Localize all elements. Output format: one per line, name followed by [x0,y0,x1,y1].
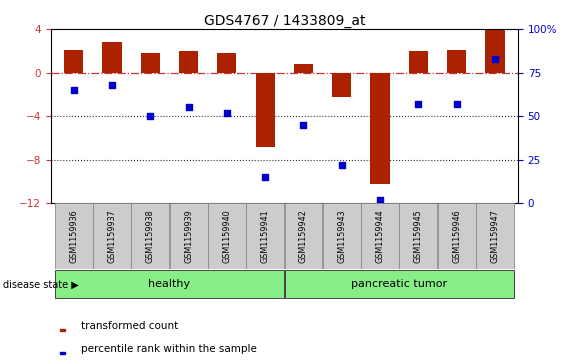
Text: GSM1159944: GSM1159944 [376,209,385,263]
Point [376,197,385,203]
Text: GSM1159943: GSM1159943 [337,209,346,263]
Point [337,162,346,168]
Text: GSM1159936: GSM1159936 [69,209,78,263]
FancyBboxPatch shape [208,203,246,269]
FancyBboxPatch shape [131,203,169,269]
Bar [332,73,351,97]
Text: percentile rank within the sample: percentile rank within the sample [81,344,257,354]
Bar [64,50,83,73]
Point [414,101,423,107]
Text: GSM1159941: GSM1159941 [261,209,270,263]
FancyBboxPatch shape [437,203,476,269]
Bar [60,330,65,331]
Point [222,110,231,115]
Text: GSM1159947: GSM1159947 [490,209,499,263]
Bar [485,30,504,73]
Bar [217,53,236,73]
Bar [141,53,160,73]
Text: GSM1159939: GSM1159939 [184,209,193,263]
Point [261,174,270,180]
FancyBboxPatch shape [399,203,437,269]
Point [490,56,499,62]
Text: GSM1159938: GSM1159938 [146,209,155,263]
FancyBboxPatch shape [284,270,514,298]
Text: disease state ▶: disease state ▶ [3,280,79,290]
Text: GSM1159937: GSM1159937 [108,209,117,263]
Text: pancreatic tumor: pancreatic tumor [351,279,447,289]
FancyBboxPatch shape [169,203,208,269]
Text: GSM1159940: GSM1159940 [222,209,231,263]
Bar [409,51,428,73]
FancyBboxPatch shape [55,203,92,269]
Bar [179,51,198,73]
Text: GSM1159946: GSM1159946 [452,209,461,263]
Bar [447,50,466,73]
FancyBboxPatch shape [93,203,131,269]
Text: healthy: healthy [148,279,190,289]
FancyBboxPatch shape [284,203,323,269]
Title: GDS4767 / 1433809_at: GDS4767 / 1433809_at [204,14,365,28]
Point [452,101,461,107]
Point [146,113,155,119]
Bar [102,42,122,73]
Bar [60,352,65,354]
Point [69,87,78,93]
FancyBboxPatch shape [246,203,284,269]
Point [108,82,117,88]
Bar [256,73,275,147]
Point [299,122,308,128]
Text: GSM1159942: GSM1159942 [299,209,308,263]
Text: transformed count: transformed count [81,321,178,331]
Bar [370,73,390,184]
Text: GSM1159945: GSM1159945 [414,209,423,263]
FancyBboxPatch shape [55,270,284,298]
FancyBboxPatch shape [476,203,514,269]
Bar [294,64,313,73]
FancyBboxPatch shape [323,203,361,269]
FancyBboxPatch shape [361,203,399,269]
Point [184,105,193,110]
